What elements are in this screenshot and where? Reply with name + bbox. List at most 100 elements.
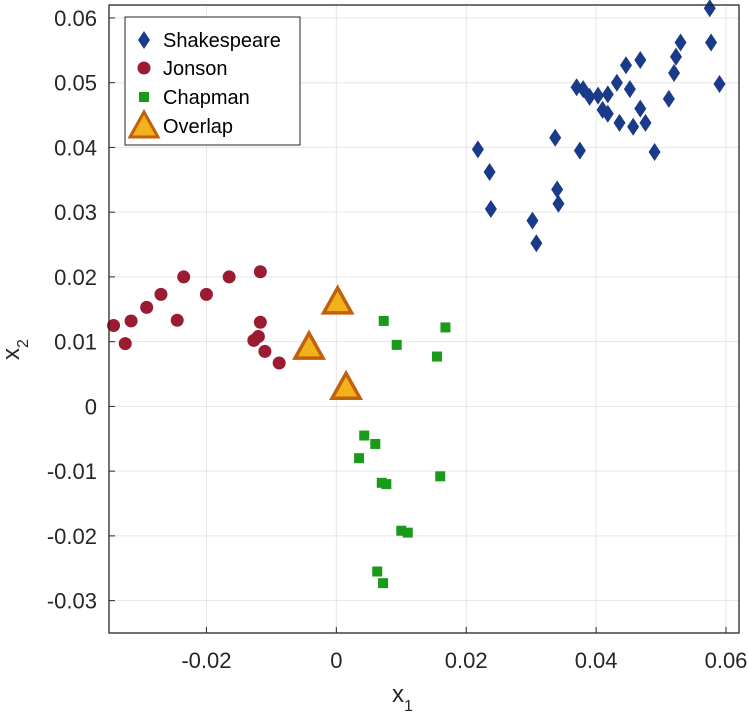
point-jonson [107, 318, 121, 332]
point-shakespeare [573, 141, 586, 160]
legend: Shakespeare Jonson Chapman Overlap [124, 16, 301, 146]
point-shakespeare [570, 78, 583, 97]
point-chapman [396, 525, 407, 536]
point-shakespeare [484, 199, 497, 218]
series-jonson [107, 265, 286, 370]
point-overlap [320, 284, 355, 315]
point-shakespeare [627, 117, 640, 136]
y-tick-label: 0.02 [54, 265, 97, 290]
point-chapman [370, 438, 381, 449]
series-overlap [292, 284, 364, 401]
point-jonson [154, 287, 168, 301]
legend-label-jonson: Jonson [163, 58, 228, 80]
point-jonson [247, 333, 261, 347]
axes-box [108, 4, 740, 634]
point-shakespeare [674, 33, 687, 52]
legend-marker-square [139, 92, 149, 102]
point-chapman [391, 339, 402, 350]
y-axis-label-sub: 2 [15, 339, 32, 348]
x-tick-label: 0.04 [575, 648, 618, 673]
point-shakespeare [713, 74, 726, 93]
y-tick-label: 0.04 [54, 135, 97, 160]
grid [109, 5, 739, 633]
point-shakespeare [592, 86, 605, 105]
point-chapman [354, 453, 365, 464]
point-shakespeare [610, 73, 623, 92]
series-shakespeare [471, 0, 726, 253]
point-shakespeare [639, 113, 652, 132]
point-jonson [170, 313, 184, 327]
legend-label-shakespeare: Shakespeare [163, 30, 281, 52]
point-shakespeare [623, 80, 636, 99]
point-shakespeare [483, 163, 496, 182]
point-chapman [378, 315, 389, 326]
legend-item-overlap: Overlap [127, 108, 233, 139]
point-shakespeare [619, 56, 632, 75]
y-tick-label: 0.05 [54, 71, 97, 96]
x-axis-label-main: x [392, 681, 404, 708]
x-axis-label-sub: 1 [404, 698, 413, 715]
point-overlap [292, 329, 327, 360]
point-jonson [272, 356, 286, 370]
legend-box [124, 16, 301, 146]
legend-item-chapman: Chapman [139, 87, 250, 109]
series-chapman [354, 315, 451, 589]
y-tick-label: 0 [85, 394, 97, 419]
point-overlap [329, 369, 364, 401]
point-jonson [124, 314, 138, 328]
point-shakespeare [705, 33, 718, 52]
point-shakespeare [552, 194, 565, 213]
legend-item-jonson: Jonson [137, 58, 228, 80]
point-shakespeare [601, 85, 614, 104]
y-axis-label: x2 [0, 339, 32, 360]
point-shakespeare [662, 89, 675, 108]
point-shakespeare [526, 211, 539, 230]
y-tick-label: -0.02 [47, 524, 97, 549]
data-points [107, 0, 726, 589]
x-tick-label: -0.02 [181, 648, 231, 673]
point-chapman [372, 566, 383, 577]
y-tick-label: -0.03 [47, 589, 97, 614]
point-jonson [258, 344, 272, 358]
legend-item-shakespeare: Shakespeare [138, 30, 281, 52]
legend-label-overlap: Overlap [163, 116, 233, 138]
legend-label-chapman: Chapman [163, 87, 250, 109]
point-chapman [359, 430, 370, 441]
point-shakespeare [596, 100, 609, 119]
point-shakespeare [471, 140, 484, 159]
point-shakespeare [549, 128, 562, 147]
y-tick-label: 0.01 [54, 330, 97, 355]
y-tick-label: -0.01 [47, 459, 97, 484]
x-tick-label: 0 [330, 648, 342, 673]
point-jonson [222, 270, 236, 284]
point-shakespeare [551, 180, 564, 199]
point-chapman [402, 527, 413, 538]
point-shakespeare [670, 47, 682, 66]
point-shakespeare [613, 113, 626, 132]
point-shakespeare [648, 142, 661, 161]
point-chapman [435, 471, 446, 482]
point-jonson [199, 287, 213, 301]
y-axis-label-main: x [0, 348, 25, 360]
point-jonson [177, 270, 191, 284]
x-axis-label: x1 [392, 681, 413, 715]
point-shakespeare [668, 63, 681, 82]
point-jonson [253, 315, 267, 329]
point-chapman [378, 578, 389, 589]
point-chapman [440, 322, 451, 333]
point-jonson [253, 265, 267, 279]
point-chapman [431, 351, 442, 362]
point-shakespeare [530, 234, 543, 253]
point-jonson [118, 337, 132, 351]
tick-labels: -0.02 0 0.02 0.04 0.06 -0.03 -0.02 -0.01 0 0.01 0.… [47, 6, 748, 673]
x-tick-label: 0.02 [445, 648, 488, 673]
point-shakespeare [703, 0, 716, 18]
legend-marker-diamond [138, 31, 150, 49]
x-tick-label: 0.06 [705, 648, 748, 673]
legend-marker-circle [137, 61, 151, 75]
point-chapman [381, 479, 392, 490]
y-tick-label: 0.03 [54, 200, 97, 225]
point-shakespeare [634, 51, 647, 70]
point-shakespeare [634, 99, 647, 118]
